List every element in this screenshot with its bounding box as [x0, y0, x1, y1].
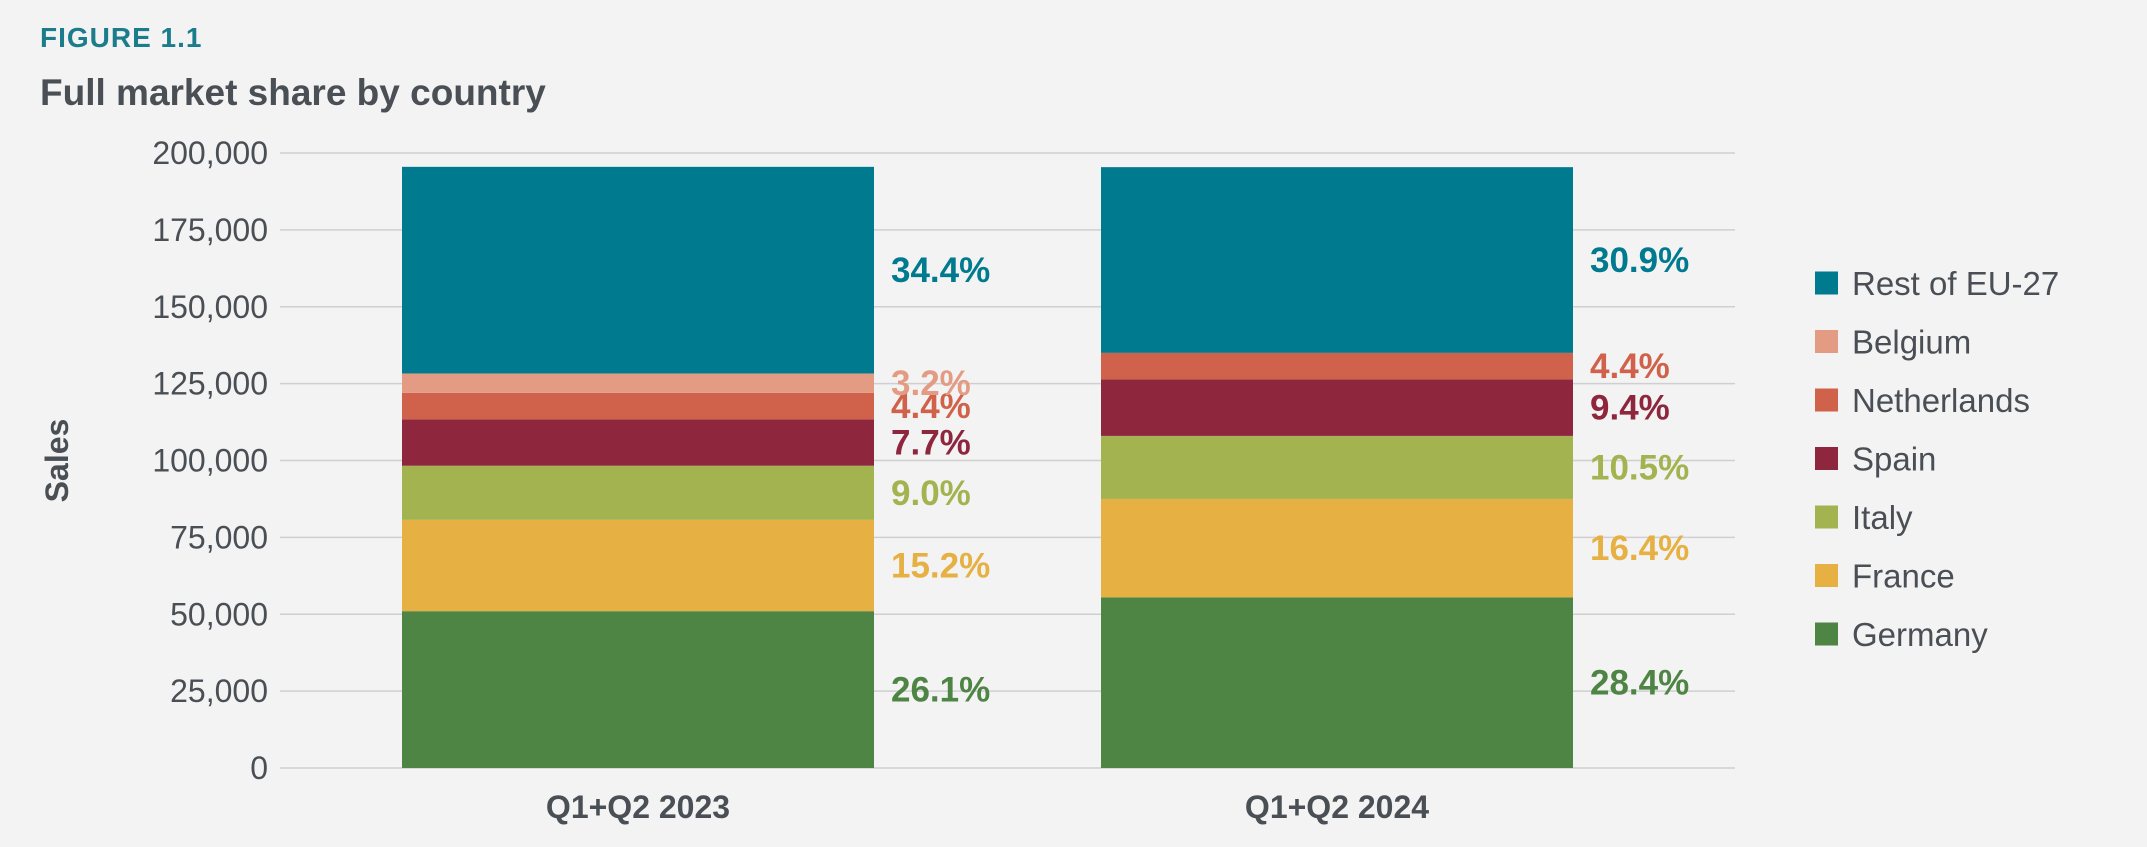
legend-label: France — [1852, 558, 1955, 595]
legend-label: Rest of EU-27 — [1852, 265, 2059, 302]
y-tick-label: 175,000 — [152, 212, 268, 248]
legend-swatch — [1815, 564, 1838, 587]
bar-segment-spain — [402, 419, 874, 466]
figure-label: FIGURE 1.1 — [40, 22, 203, 53]
legend-swatch — [1815, 330, 1838, 353]
bar-segment-france — [1101, 498, 1573, 598]
bar-segment-netherlands — [1101, 352, 1573, 380]
legend-swatch — [1815, 622, 1838, 646]
bar-segment-italy — [1101, 435, 1573, 499]
category-labels: Q1+Q2 2023 Q1+Q2 2024 — [546, 789, 1429, 825]
segment-label: 9.4% — [1590, 389, 1670, 428]
y-tick-label: 50,000 — [170, 596, 268, 632]
y-tick-label: 125,000 — [152, 366, 268, 402]
y-tick-label: 75,000 — [170, 519, 268, 555]
segment-label: 7.7% — [891, 424, 971, 463]
segment-label: 26.1% — [891, 671, 990, 710]
bar-segment-rest-of-eu-27 — [402, 166, 874, 374]
y-axis-tick-labels: 0 25,000 50,000 75,000 100,000 125,000 150,000… — [152, 135, 268, 786]
y-axis-title: Sales — [39, 419, 75, 503]
segment-label: 34.4% — [891, 251, 990, 290]
legend-swatch — [1815, 505, 1838, 529]
legend-label: Spain — [1852, 441, 1936, 478]
segment-label: 15.2% — [891, 547, 990, 586]
x-category-label: Q1+Q2 2023 — [546, 789, 730, 825]
segment-label: 4.4% — [891, 387, 971, 426]
bar-segments — [402, 166, 1573, 768]
bar-segment-germany — [1101, 597, 1573, 768]
y-tick-label: 25,000 — [170, 673, 268, 709]
segment-label: 30.9% — [1590, 241, 1689, 280]
legend-swatch — [1815, 271, 1838, 295]
bar-segment-belgium — [402, 373, 874, 393]
segment-label: 10.5% — [1590, 448, 1689, 487]
y-tick-label: 150,000 — [152, 289, 268, 325]
bar-segment-italy — [402, 465, 874, 520]
segment-label: 16.4% — [1590, 529, 1689, 568]
bar-segment-netherlands — [402, 392, 874, 420]
chart-title: Full market share by country — [40, 72, 546, 113]
legend: Rest of EU-27 Belgium Netherlands Spain Ital… — [1815, 265, 2059, 653]
bar-segment-rest-of-eu-27 — [1101, 167, 1573, 353]
y-tick-label: 200,000 — [152, 135, 268, 171]
x-category-label: Q1+Q2 2024 — [1245, 789, 1429, 825]
legend-label: Belgium — [1852, 324, 1971, 361]
legend-label: Netherlands — [1852, 382, 2030, 419]
legend-swatch — [1815, 447, 1838, 470]
segment-label: 9.0% — [891, 474, 971, 513]
segment-label: 28.4% — [1590, 664, 1689, 703]
y-tick-label: 100,000 — [152, 443, 268, 479]
segment-percentage-labels: 26.1%15.2%9.0%7.7%4.4%3.2%34.4%28.4%16.4… — [891, 241, 1689, 710]
y-tick-label: 0 — [250, 750, 268, 786]
bar-segment-germany — [402, 611, 874, 768]
legend-label: Italy — [1852, 499, 1913, 536]
bar-segment-spain — [1101, 379, 1573, 436]
legend-swatch — [1815, 388, 1838, 412]
legend-label: Germany — [1852, 616, 1988, 653]
bar-segment-france — [402, 519, 874, 612]
segment-label: 3.2% — [891, 364, 971, 403]
segment-label: 4.4% — [1590, 347, 1670, 386]
